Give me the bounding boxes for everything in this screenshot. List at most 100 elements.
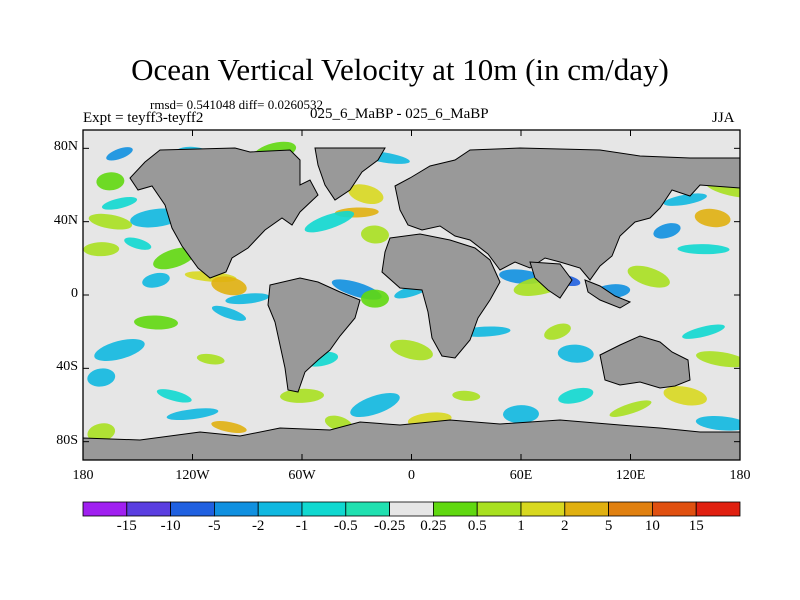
anomaly-patch	[696, 351, 740, 368]
colorbar-swatch	[520, 501, 566, 517]
colorbar-label: -0.5	[333, 518, 358, 534]
anomaly-patch	[452, 390, 481, 401]
anomaly-patch	[694, 208, 731, 228]
anomaly-patch	[166, 408, 219, 421]
colorbar-label: 0.5	[467, 518, 487, 534]
lat-tick-label: 80N	[53, 139, 78, 155]
runs-label: 025_6_MaBP - 025_6_MaBP	[310, 106, 489, 122]
lon-tick-label: 180	[72, 468, 94, 483]
anomaly-patch	[156, 389, 192, 403]
anomaly-patch	[211, 421, 247, 433]
anomaly-patch	[142, 272, 170, 288]
land-layer	[83, 147, 740, 460]
land-greenland	[314, 147, 386, 201]
anomaly-patch	[280, 388, 324, 403]
colorbar-swatch	[608, 501, 653, 517]
tick-marks	[82, 130, 741, 460]
colorbar-swatch	[257, 501, 303, 517]
lon-tick-label: 0	[408, 468, 415, 483]
anomaly-patch	[390, 339, 433, 361]
stats-text: rmsd= 0.541048 diff= 0.0260532	[150, 97, 323, 112]
season-label: JJA	[712, 110, 735, 126]
colorbar-label: -10	[160, 518, 181, 534]
anomaly-patch	[361, 289, 389, 308]
colorbar-label: 1	[517, 518, 525, 534]
colorbar-swatch	[476, 501, 522, 517]
anomaly-patch	[106, 147, 133, 161]
anomaly-patch	[695, 416, 740, 431]
lat-tick-label: 40S	[56, 359, 78, 375]
anomaly-patch	[225, 293, 270, 305]
lat-tick-label: 40N	[53, 212, 78, 228]
colorbar-label: -0.25	[373, 518, 406, 534]
colorbar-label: 5	[604, 518, 613, 534]
land-africa	[381, 233, 501, 359]
colorbar-label: -15	[116, 518, 137, 534]
lon-tick-label: 180	[729, 468, 751, 483]
anomaly-patch	[134, 315, 178, 330]
colorbar-swatch	[432, 501, 478, 517]
lat-tick-label: 80S	[56, 432, 78, 448]
colorbar-label: 0.25	[420, 518, 447, 534]
land-north-america	[129, 147, 319, 279]
colorbar-swatch	[82, 501, 128, 517]
anomaly-patch	[663, 193, 707, 206]
colorbar-swatch	[126, 501, 172, 517]
land-india	[529, 261, 573, 299]
anomaly-patch	[87, 423, 116, 442]
anomaly-patch	[304, 210, 355, 233]
colorbar-label: -1	[295, 518, 309, 534]
colorbar-swatch	[345, 501, 390, 517]
anomaly-patch	[653, 223, 681, 239]
colorbar-label: -5	[208, 518, 221, 534]
anomaly-patch	[361, 225, 389, 244]
colorbar-swatch	[695, 501, 741, 517]
experiment-label: Expt = teyff3-teyff2	[83, 110, 204, 126]
anomaly-patch	[153, 247, 196, 270]
lon-tick-label: 120W	[175, 468, 210, 483]
anomaly-patch	[557, 344, 594, 363]
anomaly-patch	[348, 184, 384, 205]
anomaly-patch	[544, 323, 571, 340]
anomaly-patch	[88, 213, 133, 230]
anomaly-patch	[124, 237, 152, 250]
map-title: Ocean Vertical Velocity at 10m (in cm/da…	[131, 52, 669, 87]
anomaly-patch	[609, 400, 652, 417]
anomaly-patch	[663, 386, 707, 406]
anomaly-patch	[350, 392, 400, 418]
colorbar-swatch	[170, 501, 215, 517]
anomaly-patch	[94, 339, 145, 361]
anomaly-patch	[87, 368, 116, 387]
anomaly-patch	[83, 242, 120, 257]
lon-tick-label: 60E	[509, 468, 533, 483]
colorbar-label: 2	[561, 518, 569, 534]
anomaly-patch	[558, 387, 594, 404]
colorbar-label: 10	[644, 518, 660, 534]
anomaly-patch	[682, 324, 725, 339]
lat-tick-label: 0	[71, 286, 78, 301]
colorbar-label: -2	[251, 518, 265, 534]
land-antarctica	[83, 419, 740, 460]
anomaly-patch	[196, 353, 225, 365]
colorbar-label: 15	[688, 518, 704, 534]
anomaly-patch	[211, 305, 247, 321]
land-eurasia	[394, 147, 740, 281]
anomaly-patch	[627, 265, 670, 288]
colorbar	[82, 501, 741, 517]
land-maritime-asia	[584, 279, 632, 309]
anomaly-patch	[503, 405, 539, 424]
colorbar-swatch	[652, 501, 697, 517]
colorbar-swatch	[301, 501, 347, 517]
anomaly-patch	[677, 244, 730, 255]
anomaly-patch	[211, 276, 247, 296]
lon-tick-label: 60W	[288, 468, 316, 483]
anomaly-patch	[101, 196, 138, 210]
colorbar-swatch	[213, 501, 259, 517]
colorbar-swatch	[389, 501, 434, 517]
lon-tick-label: 120E	[615, 468, 646, 483]
land-south-america	[267, 277, 361, 393]
colorbar-swatch	[564, 501, 609, 517]
land-australia	[599, 335, 691, 389]
anomaly-patch	[96, 172, 125, 191]
